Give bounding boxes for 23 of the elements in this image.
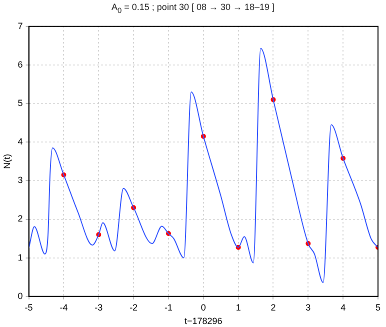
y-axis-title: N(t) (2, 154, 12, 169)
y-tick-label: 7 (18, 20, 23, 31)
chart-title: A$_{0}$ = 0.15 ; point 30 [ 08 → 30 → 18–19 ] (110, 1, 276, 17)
x-tick-label: 5 (375, 302, 381, 312)
x-tick-label: -2 (130, 302, 138, 312)
x-tick-label: 3 (306, 302, 311, 312)
x-tick-label: -4 (60, 302, 68, 312)
y-tick-label: 3 (18, 175, 23, 186)
x-tick-label: -5 (24, 302, 33, 312)
x-tick-label: 4 (340, 302, 346, 312)
x-tick-label: 2 (270, 302, 276, 312)
y-tick-label: 0 (18, 290, 23, 301)
y-tick-label: 1 (18, 252, 23, 262)
y-tick-label: 5 (18, 98, 23, 108)
y-tick-label: 6 (18, 59, 23, 70)
x-tick-label: 1 (236, 302, 241, 312)
x-tick-label: -1 (164, 302, 172, 312)
x-tick-label: 0 (200, 302, 206, 312)
y-tick-label: 4 (18, 136, 23, 147)
x-axis-title: t−178296 (184, 316, 222, 326)
line-series (28, 48, 378, 284)
y-tick-label: 2 (18, 214, 23, 224)
x-tick-label: -3 (94, 302, 103, 312)
